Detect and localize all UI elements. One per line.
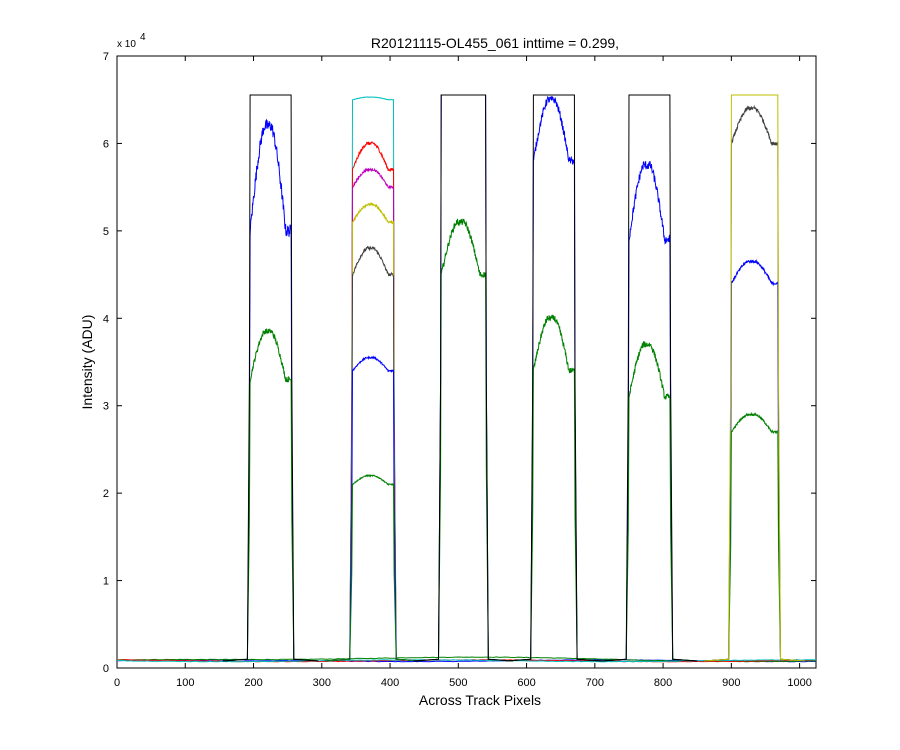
x-tick-label: 300 [313,677,331,689]
band-6-trace [704,94,806,662]
band-2-trace [325,245,421,662]
x-tick-label: 800 [654,677,672,689]
x-tick-label: 600 [517,677,535,689]
band-2-trace [325,96,421,662]
band-1-trace [222,328,319,662]
band-2-trace [325,473,421,662]
y-tick-label: 0 [103,663,109,675]
y-axis-label: Intensity (ADU) [79,315,95,410]
band-2-trace [325,202,421,662]
y-tick-label: 1 [103,576,109,588]
band-3-trace [413,218,513,662]
band-6-trace [704,258,806,662]
y-axis-ticks: 0 1 2 3 4 5 6 7 [103,51,816,675]
band-6-trace [704,104,806,662]
y-tick-label: 2 [103,488,109,500]
band-5-trace [601,94,698,662]
band-2-trace [325,141,421,662]
y-tick-label: 3 [103,401,109,413]
y-tick-label: 4 [103,313,109,325]
plot-lines [116,94,817,663]
x-tick-label: 500 [449,677,467,689]
band-4-trace [506,95,602,662]
y-tick-label: 5 [103,226,109,238]
x-tick-label: 200 [244,677,262,689]
band-2-trace [325,167,421,662]
x-tick-label: 1000 [787,677,811,689]
chart-title: R20121115-OL455_061 inttime = 0.299, [371,35,619,51]
band-1-trace [222,118,319,662]
x-axis-label: Across Track Pixels [419,692,541,708]
band-5-trace [601,160,698,662]
y-multiplier-label: x 10 [117,39,136,50]
x-tick-label: 700 [586,677,604,689]
band-6-trace [704,411,806,662]
y-tick-label: 6 [103,138,109,150]
x-tick-label: 900 [722,677,740,689]
baseline-trace [117,659,817,663]
plot-area [116,55,817,669]
y-multiplier-exponent: 4 [140,32,146,43]
band-1-trace [222,94,319,662]
x-axis-ticks: 0 100 200 300 400 500 600 700 800 900 1000 [114,56,812,689]
band-5-trace [601,341,698,662]
x-tick-label: 0 [114,677,120,689]
band-2-trace [325,355,421,662]
x-tick-label: 400 [381,677,399,689]
y-tick-label: 7 [103,51,109,63]
band-4-trace [506,94,602,662]
band-3-trace [413,94,513,662]
band-4-trace [506,314,602,662]
x-tick-label: 100 [176,677,194,689]
